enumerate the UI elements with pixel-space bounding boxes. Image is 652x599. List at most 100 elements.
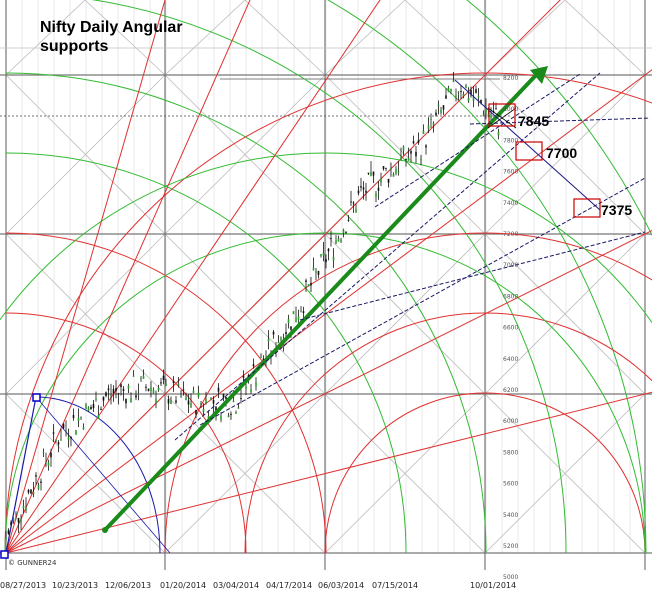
price-candle-body [475, 89, 477, 93]
price-candle-body [327, 248, 330, 252]
price-candle-body [470, 89, 472, 95]
price-candle-body [197, 392, 200, 397]
price-candle-body [317, 270, 320, 275]
price-candle-body [62, 423, 65, 429]
gann-arc-green [4, 232, 646, 554]
x-tick-label: 10/01/2014 [470, 581, 516, 590]
price-candle-body [95, 398, 97, 400]
price-candle-body [27, 489, 30, 493]
price-candle-body [427, 125, 430, 129]
price-candle-body [372, 171, 375, 176]
angular-support-line [174, 72, 601, 441]
price-candle-body [237, 407, 240, 409]
price-candle-body [347, 219, 350, 221]
price-candle-body [377, 187, 380, 191]
price-candle-body [417, 140, 420, 143]
level-7845-box [488, 103, 516, 127]
price-candle-body [485, 108, 487, 114]
grid-diagonal [164, 0, 246, 76]
price-candle-body [390, 168, 392, 170]
price-candle-body [165, 383, 167, 387]
main-support-trendline [103, 71, 540, 532]
grid-diagonal [244, 0, 326, 76]
y-tick-label: 5800 [503, 449, 518, 456]
angular-support-line [374, 73, 581, 208]
price-candle-body [232, 400, 235, 403]
price-candle-body [245, 386, 247, 389]
price-candle-body [287, 319, 290, 323]
price-candle-body [395, 168, 397, 174]
price-candle-body [315, 271, 317, 273]
price-candle-body [252, 364, 255, 367]
price-candle-body [195, 409, 197, 415]
price-candle-body [280, 337, 282, 340]
pivot-low-marker [0, 550, 9, 559]
price-candle-body [330, 237, 332, 239]
price-candle-body [457, 91, 460, 93]
level-7375-label: 7375 [601, 202, 632, 218]
price-candle-body [300, 311, 302, 313]
price-candle-body [102, 396, 105, 401]
grid-diagonal [324, 393, 486, 554]
price-candle-body [215, 406, 217, 412]
price-candle-body [297, 316, 300, 320]
price-candle-body [307, 284, 310, 287]
price-candle-body [25, 508, 27, 511]
price-candle-body [107, 388, 110, 391]
angular-support-line [469, 117, 651, 125]
price-candle-body [160, 382, 162, 384]
level-7700-label: 7700 [546, 145, 577, 161]
price-candle-body [360, 186, 362, 188]
price-candle-body [442, 105, 445, 110]
x-tick-label: 04/17/2014 [266, 581, 312, 590]
price-candle-body [430, 118, 432, 120]
price-candle-body [440, 109, 442, 113]
price-candles [5, 71, 500, 540]
price-candle-body [205, 399, 207, 404]
price-candle-body [135, 395, 137, 398]
price-candle-body [22, 505, 25, 508]
grid-diagonal [404, 0, 486, 76]
price-candle-body [497, 131, 500, 136]
price-candle-body [467, 97, 470, 102]
price-candle-body [10, 522, 12, 525]
y-tick-label: 7400 [503, 200, 518, 207]
gann-arc-red [164, 232, 652, 554]
price-candle-body [220, 415, 222, 420]
y-tick-label: 8200 [503, 75, 518, 82]
y-axis-labels: 8200 8000 7800 7600 7400 7200 7000 6800 6600 6400… [503, 75, 518, 581]
grid-diagonal [484, 393, 646, 554]
price-candle-body [185, 396, 187, 401]
grid-diagonal [564, 0, 646, 76]
price-candle-body [162, 375, 165, 380]
chart-title-line-1: Nifty Daily Angular [40, 19, 183, 36]
price-candle-body [192, 390, 195, 393]
support-level-boxes: 7845 7700 7375 [488, 103, 632, 218]
price-candle-body [40, 481, 42, 483]
price-candle-body [452, 80, 455, 83]
price-candle-body [402, 146, 405, 151]
price-candle-body [212, 399, 215, 404]
price-candle-body [230, 414, 232, 416]
price-candle-body [305, 280, 307, 282]
price-candle-body [405, 158, 407, 161]
price-candle-body [92, 404, 95, 409]
price-candle-body [345, 231, 347, 233]
price-candle-body [277, 342, 280, 344]
x-tick-label: 08/27/2013 [0, 581, 46, 590]
price-candle-body [67, 437, 70, 440]
price-candle-body [455, 95, 457, 97]
y-tick-label: 5000 [503, 574, 518, 581]
price-candle-body [112, 389, 115, 394]
price-candle-body [42, 452, 45, 454]
price-candle-body [412, 141, 415, 144]
price-candle-body [150, 387, 152, 392]
price-candle-body [435, 112, 437, 116]
price-candle-body [375, 193, 377, 197]
price-candle-body [357, 190, 360, 194]
price-candle-body [142, 375, 145, 379]
gann-arc-red [4, 72, 652, 554]
pivot-fan-blue [35, 396, 171, 554]
